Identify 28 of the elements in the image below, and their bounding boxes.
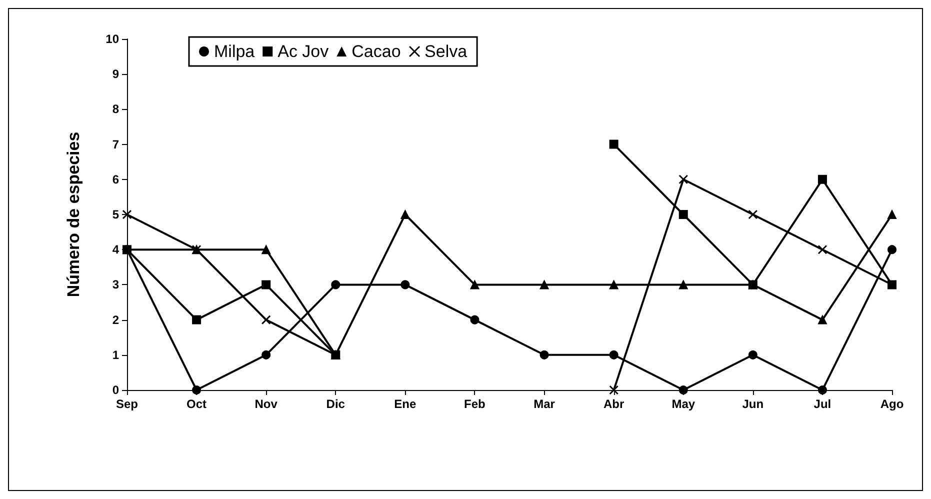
y-tick-label: 4 [112, 242, 120, 257]
x-tick-label: May [672, 397, 696, 411]
x-tick-label: Jul [814, 397, 832, 411]
y-tick-label: 2 [112, 312, 120, 327]
legend-label: Selva [424, 42, 468, 61]
x-tick-label: Dic [326, 397, 346, 411]
legend-label: Milpa [214, 42, 256, 61]
y-tick-label: 6 [112, 172, 120, 186]
x-tick-label: Oct [186, 397, 207, 411]
x-tick-label: Nov [254, 397, 278, 411]
x-tick-label: Feb [464, 397, 486, 411]
y-tick-label: 5 [112, 208, 120, 222]
y-tick-label: 7 [112, 137, 120, 152]
y-tick-label: 3 [112, 278, 120, 292]
legend-label: Ac Jov [278, 42, 330, 61]
y-tick-label: 9 [112, 67, 120, 82]
x-tick-label: Mar [534, 397, 556, 411]
x-tick-label: Ago [880, 397, 904, 411]
legend-label: Cacao [352, 42, 401, 61]
y-tick-label: 1 [112, 348, 120, 362]
y-tick-label: 10 [106, 32, 120, 46]
y-tick-label: 8 [112, 102, 120, 116]
x-tick-label: Jun [742, 397, 764, 411]
x-tick-label: Sep [116, 397, 138, 411]
y-tick-label: 0 [112, 383, 120, 397]
x-tick-label: Ene [394, 397, 417, 411]
x-tick-label: Abr [603, 397, 624, 411]
y-axis-title: Número de especies [64, 132, 83, 298]
